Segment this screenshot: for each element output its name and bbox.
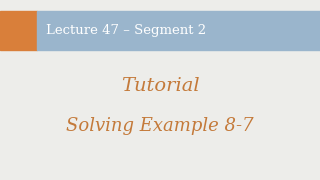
Text: Solving Example 8-7: Solving Example 8-7 [66,117,254,135]
Bar [37,11,320,50]
Text: Lecture 47 – Segment 2: Lecture 47 – Segment 2 [46,24,206,37]
Bar [0,11,37,50]
Text: Tutorial: Tutorial [121,77,199,95]
